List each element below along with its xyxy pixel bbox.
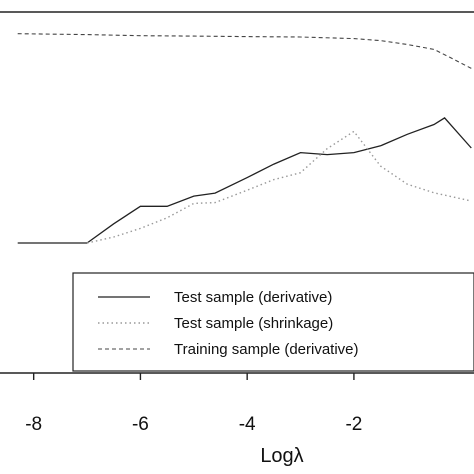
x-tick-label-3: -2 bbox=[345, 414, 362, 435]
x-tick-label-0: -8 bbox=[25, 414, 42, 435]
series-line-2 bbox=[17, 33, 472, 69]
x-tick-label-1: -6 bbox=[132, 414, 149, 435]
x-tick-label-2: -4 bbox=[239, 414, 256, 435]
series-layer bbox=[17, 33, 472, 244]
legend-label-test-derivative: Test sample (derivative) bbox=[174, 289, 332, 306]
x-ticks: -8 -6 -4 -2 bbox=[25, 373, 362, 435]
legend: Test sample (derivative) Test sample (sh… bbox=[72, 272, 474, 372]
series-line-1 bbox=[86, 130, 472, 244]
legend-box bbox=[72, 272, 474, 372]
legend-label-training-derivative: Training sample (derivative) bbox=[174, 341, 359, 358]
series-line-0 bbox=[17, 117, 472, 244]
legend-label-test-shrinkage: Test sample (shrinkage) bbox=[174, 315, 333, 332]
x-axis-label: Logλ bbox=[260, 445, 303, 467]
